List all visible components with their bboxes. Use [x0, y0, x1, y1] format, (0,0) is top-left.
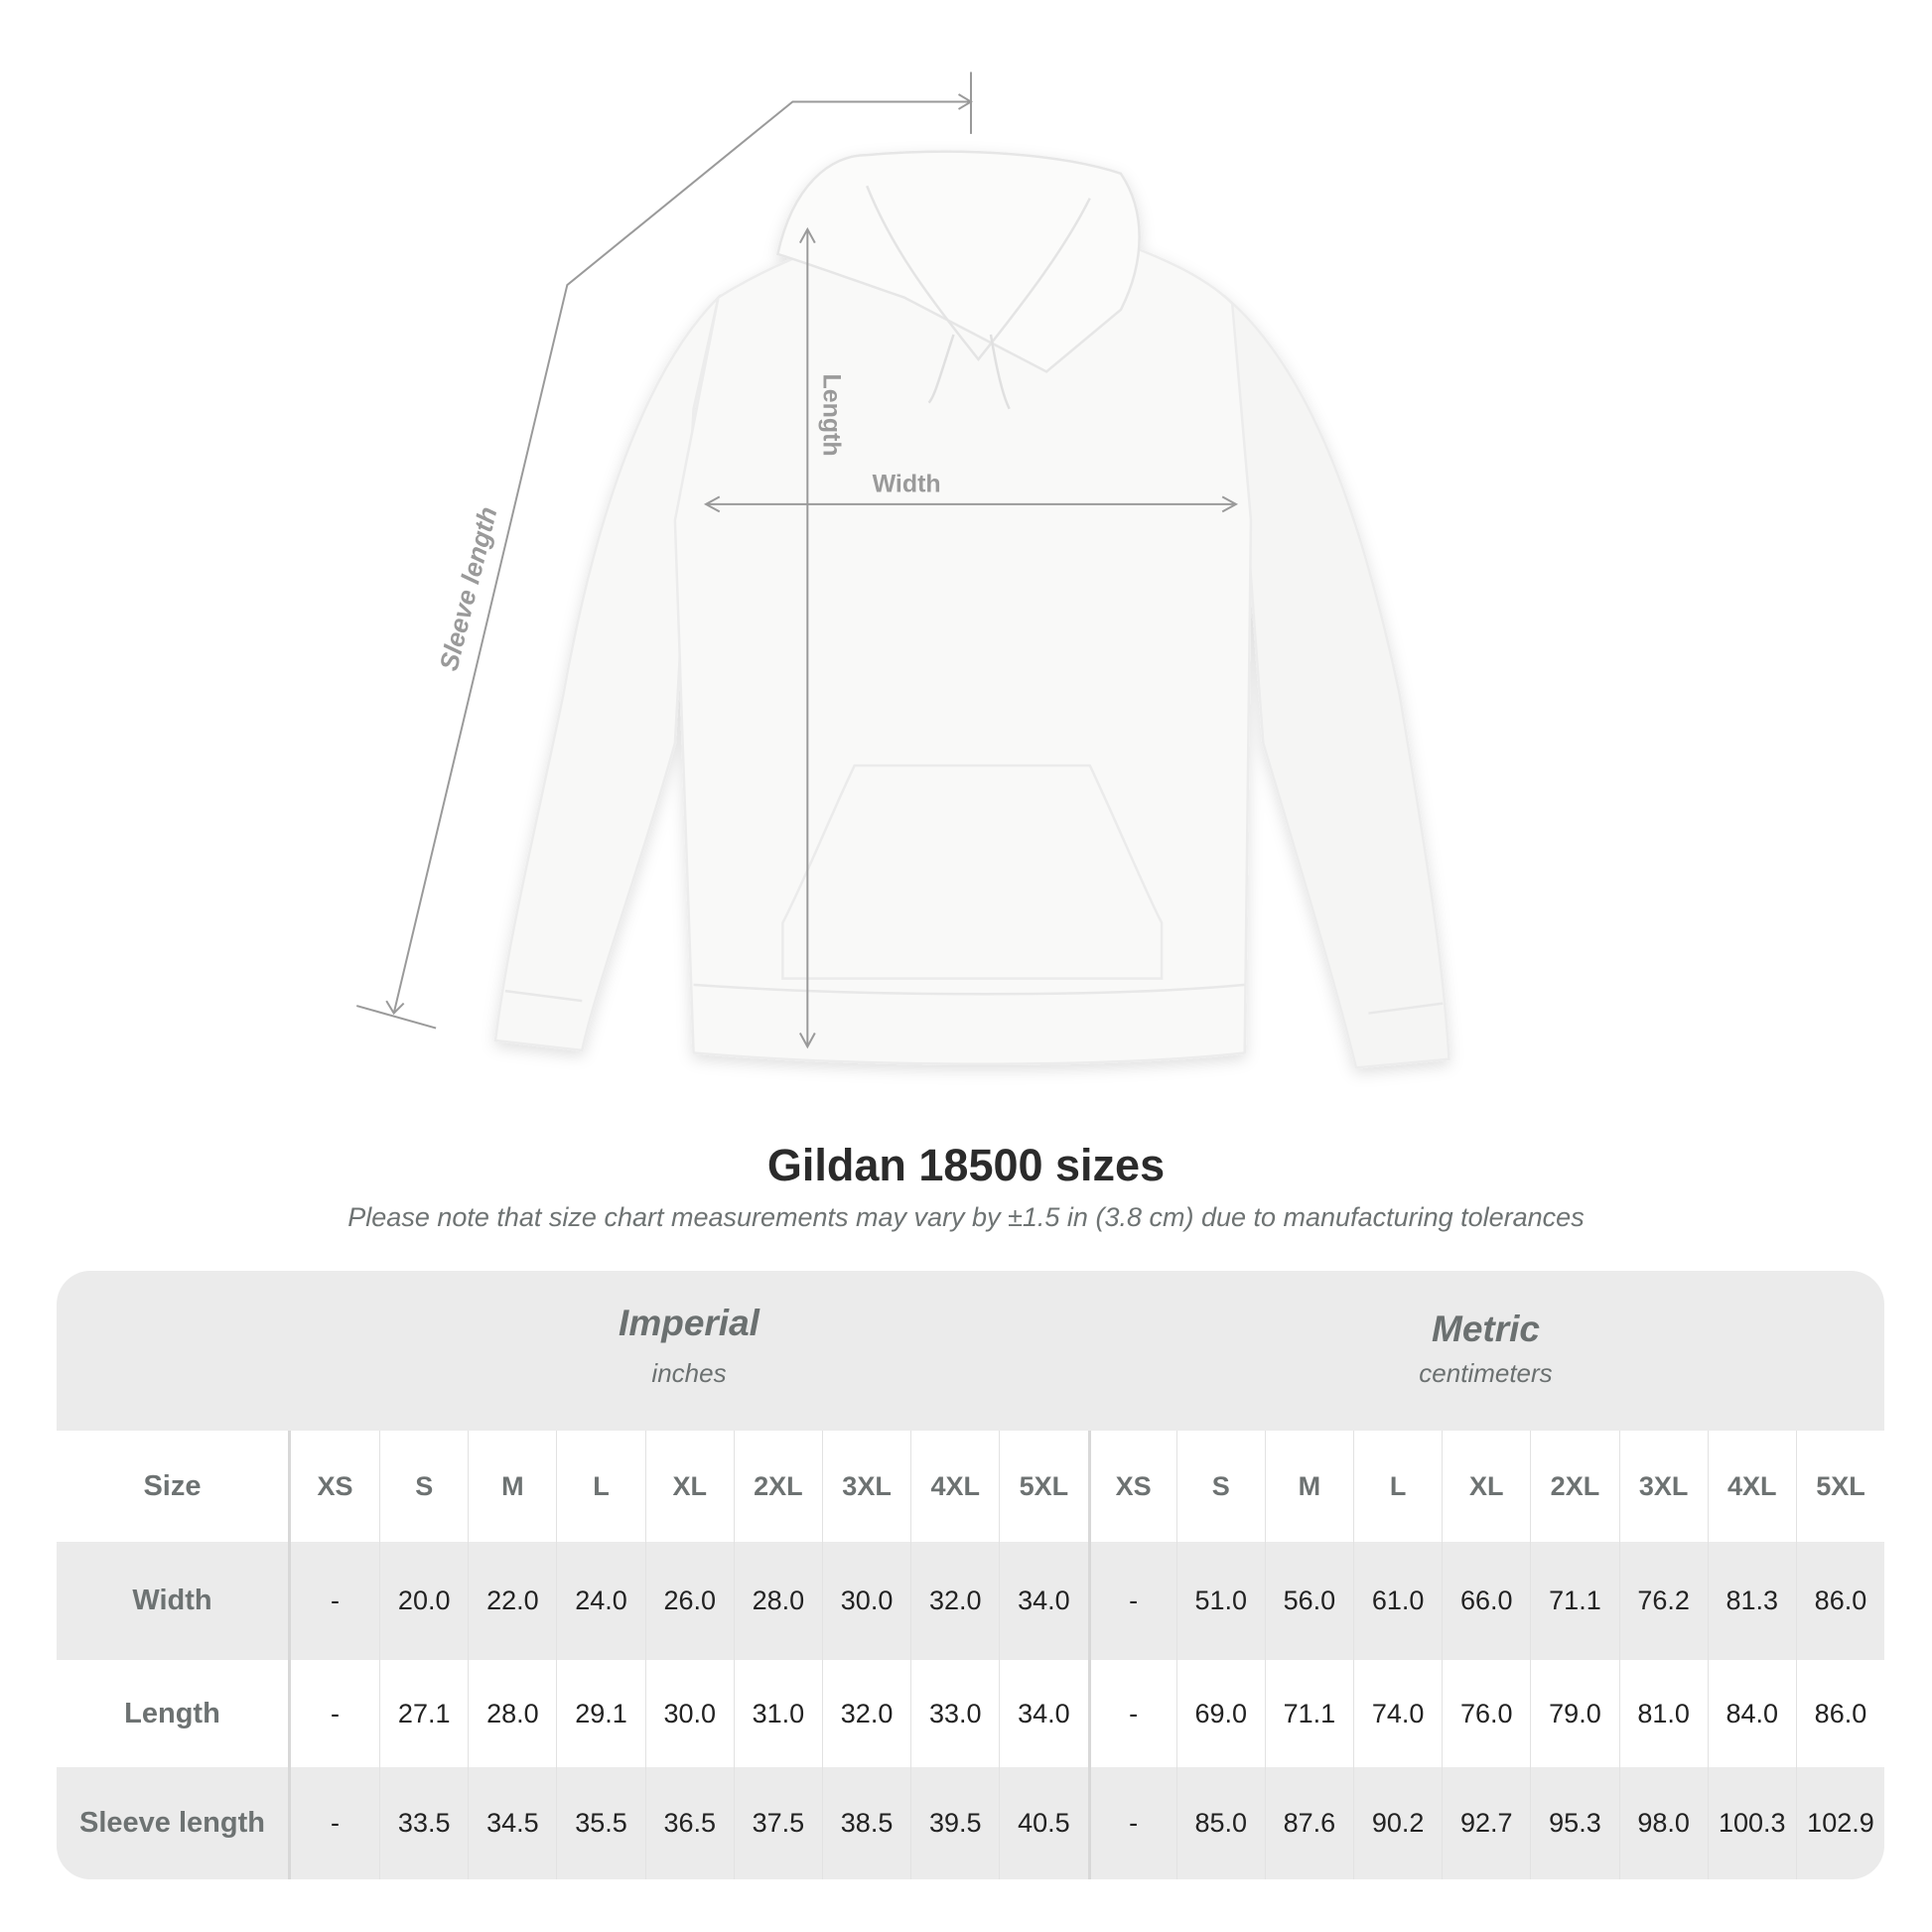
table-row: Width -20.0 22.0 24.0 26.0 28.0 30.0 32.0 34.0-5… — [57, 1542, 1884, 1660]
table-cell: 71.1 — [1264, 1660, 1353, 1767]
table-cell: 61.0 — [1353, 1542, 1442, 1660]
table-cell: 30.0 — [821, 1542, 910, 1660]
table-cell: 81.3 — [1707, 1542, 1796, 1660]
table-cell: 4XL — [910, 1431, 999, 1542]
table-cell: 92.7 — [1442, 1767, 1530, 1879]
table-cell: 24.0 — [556, 1542, 644, 1660]
table-cell: - — [331, 1586, 341, 1615]
row-label: Width — [57, 1542, 291, 1660]
table-cell: 51.0 — [1175, 1542, 1265, 1660]
table-cell: 34.5 — [468, 1767, 556, 1879]
table-cell: 79.0 — [1530, 1660, 1618, 1767]
metric-header: Metric centimeters — [1419, 1309, 1553, 1388]
table-cell: 34.0 — [999, 1542, 1087, 1660]
table-row: Length -27.1 28.0 29.1 30.0 31.0 32.0 33.0 34.0-… — [57, 1660, 1884, 1767]
table-cell: 35.5 — [556, 1767, 644, 1879]
table-cell: - — [331, 1698, 341, 1728]
table-cell: 31.0 — [733, 1660, 822, 1767]
table-cell: 33.5 — [379, 1767, 468, 1879]
table-cell: 2XL — [733, 1431, 822, 1542]
table-cell: 27.1 — [379, 1660, 468, 1767]
table-cell: 40.5 — [999, 1767, 1087, 1879]
table-cell: 102.9 — [1795, 1767, 1884, 1879]
length-label: Length — [818, 373, 846, 456]
table-cell: 36.5 — [644, 1767, 734, 1879]
table-cell: 5XL — [1795, 1431, 1884, 1542]
table-cell: 74.0 — [1353, 1660, 1442, 1767]
table-cell: L — [1353, 1431, 1442, 1542]
table-header-band — [57, 1271, 1884, 1431]
row-label: Sleeve length — [57, 1767, 291, 1879]
table-cell: M — [1264, 1431, 1353, 1542]
table-cell: XL — [1442, 1431, 1530, 1542]
table-cell: 66.0 — [1442, 1542, 1530, 1660]
table-cell: 39.5 — [910, 1767, 999, 1879]
table-cell: 81.0 — [1618, 1660, 1708, 1767]
sleeve-length-label: Sleeve length — [434, 503, 503, 673]
table-cell: 37.5 — [733, 1767, 822, 1879]
table-cell: 28.0 — [733, 1542, 822, 1660]
width-label: Width — [873, 470, 941, 497]
page-title: Gildan 18500 sizes — [766, 1140, 1166, 1190]
hoodie-image — [493, 150, 1450, 1069]
table-cell: 5XL — [999, 1431, 1087, 1542]
table-cell: 32.0 — [910, 1542, 999, 1660]
table-cell: 4XL — [1707, 1431, 1796, 1542]
table-cell: 32.0 — [821, 1660, 910, 1767]
table-cell: L — [556, 1431, 644, 1542]
table-cell: 22.0 — [468, 1542, 556, 1660]
measurement-lines — [355, 71, 1239, 1049]
table-cell: 3XL — [1618, 1431, 1708, 1542]
table-cell: 38.5 — [821, 1767, 910, 1879]
hoodie-diagram: Sleeve length Length Width — [355, 71, 1450, 1069]
table-cell: 56.0 — [1264, 1542, 1353, 1660]
table-cell: M — [468, 1431, 556, 1542]
row-label: Size — [57, 1431, 291, 1542]
table-cell: 69.0 — [1175, 1660, 1265, 1767]
table-cell: 28.0 — [468, 1660, 556, 1767]
table-cell: XL — [644, 1431, 734, 1542]
table-cell: 2XL — [1530, 1431, 1618, 1542]
table-cell: 100.3 — [1707, 1767, 1796, 1879]
table-cell: 33.0 — [910, 1660, 999, 1767]
table-cell: - — [1087, 1660, 1176, 1767]
row-label: Length — [57, 1660, 291, 1767]
table-cell: 87.6 — [1264, 1767, 1353, 1879]
imperial-header: Imperial inches — [619, 1303, 759, 1388]
table-cell: 95.3 — [1530, 1767, 1618, 1879]
table-cell: 34.0 — [999, 1660, 1087, 1767]
table-cell: XS — [317, 1470, 353, 1501]
table-cell: S — [379, 1431, 468, 1542]
table-row: Sleeve length - 33.5 34.5 35.5 36.5 37.5 38.5 39… — [57, 1767, 1884, 1879]
table-cell: 26.0 — [644, 1542, 734, 1660]
tolerance-note: Please note that size chart measurements… — [347, 1202, 1585, 1232]
table-cell: S — [1175, 1431, 1265, 1542]
table-cell: 76.0 — [1442, 1660, 1530, 1767]
table-cell: 71.1 — [1530, 1542, 1618, 1660]
table-cell: - — [1087, 1542, 1176, 1660]
table-cell: XS — [1087, 1431, 1176, 1542]
table-cell: 86.0 — [1795, 1542, 1884, 1660]
table-cell: 76.2 — [1618, 1542, 1708, 1660]
table-cell: 84.0 — [1707, 1660, 1796, 1767]
table-cell: 85.0 — [1175, 1767, 1265, 1879]
table-cell: - — [331, 1808, 341, 1838]
table-cell: 98.0 — [1618, 1767, 1708, 1879]
table-cell: 90.2 — [1353, 1767, 1442, 1879]
size-row: Size XS S M L XL 2XL 3XL 4XL 5XL XS S M L XL 2XL 3XL 4XL 5… — [57, 1431, 1884, 1542]
table-cell: 29.1 — [556, 1660, 644, 1767]
table-cell: 30.0 — [644, 1660, 734, 1767]
table-cell: 3XL — [821, 1431, 910, 1542]
table-cell: 20.0 — [379, 1542, 468, 1660]
table-cell: - — [1087, 1767, 1176, 1879]
table-cell: 86.0 — [1795, 1660, 1884, 1767]
size-table: Imperial inches Metric centimeters Size X… — [57, 1271, 1884, 1879]
